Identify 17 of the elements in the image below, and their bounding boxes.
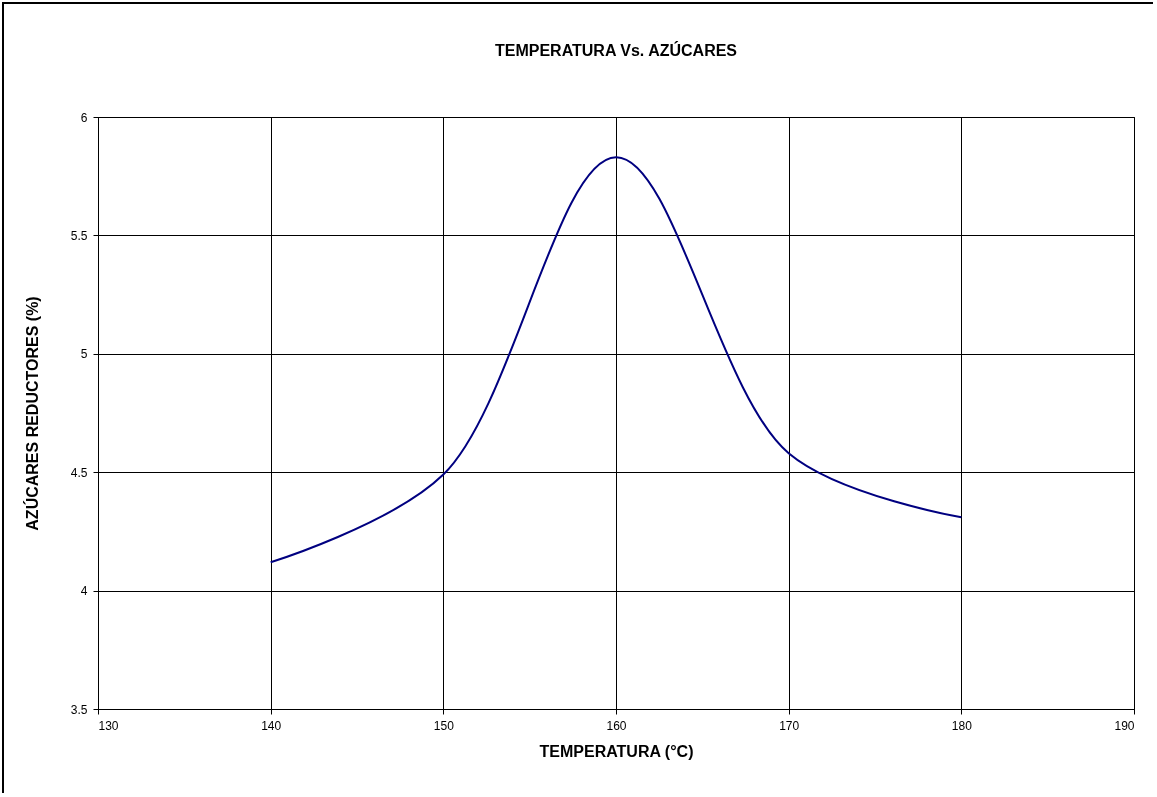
y-tick-label: 4	[80, 584, 88, 599]
x-tick-label: 150	[433, 718, 455, 733]
x-tick-label: 160	[606, 718, 627, 733]
y-tick-label: 5	[80, 347, 88, 362]
x-tick-label: 170	[779, 718, 800, 733]
line-series	[269, 156, 963, 564]
y-tick-label: 3.5	[70, 702, 88, 717]
chart-title: TEMPERATURA Vs. AZÚCARES	[494, 41, 738, 59]
x-tick-label: 130	[98, 718, 119, 733]
y-axis-title: AZÚCARES REDUCTORES (%)	[22, 296, 41, 531]
x-tick-label: 140	[261, 718, 282, 733]
y-tick-label: 6	[80, 110, 88, 125]
x-tick-label: 190	[1114, 718, 1135, 733]
x-tick-label: 180	[951, 718, 973, 733]
x-axis-title: TEMPERATURA (°C)	[539, 742, 694, 760]
y-tick-label: 4.5	[70, 465, 88, 480]
y-tick-label: 5.5	[70, 228, 88, 243]
